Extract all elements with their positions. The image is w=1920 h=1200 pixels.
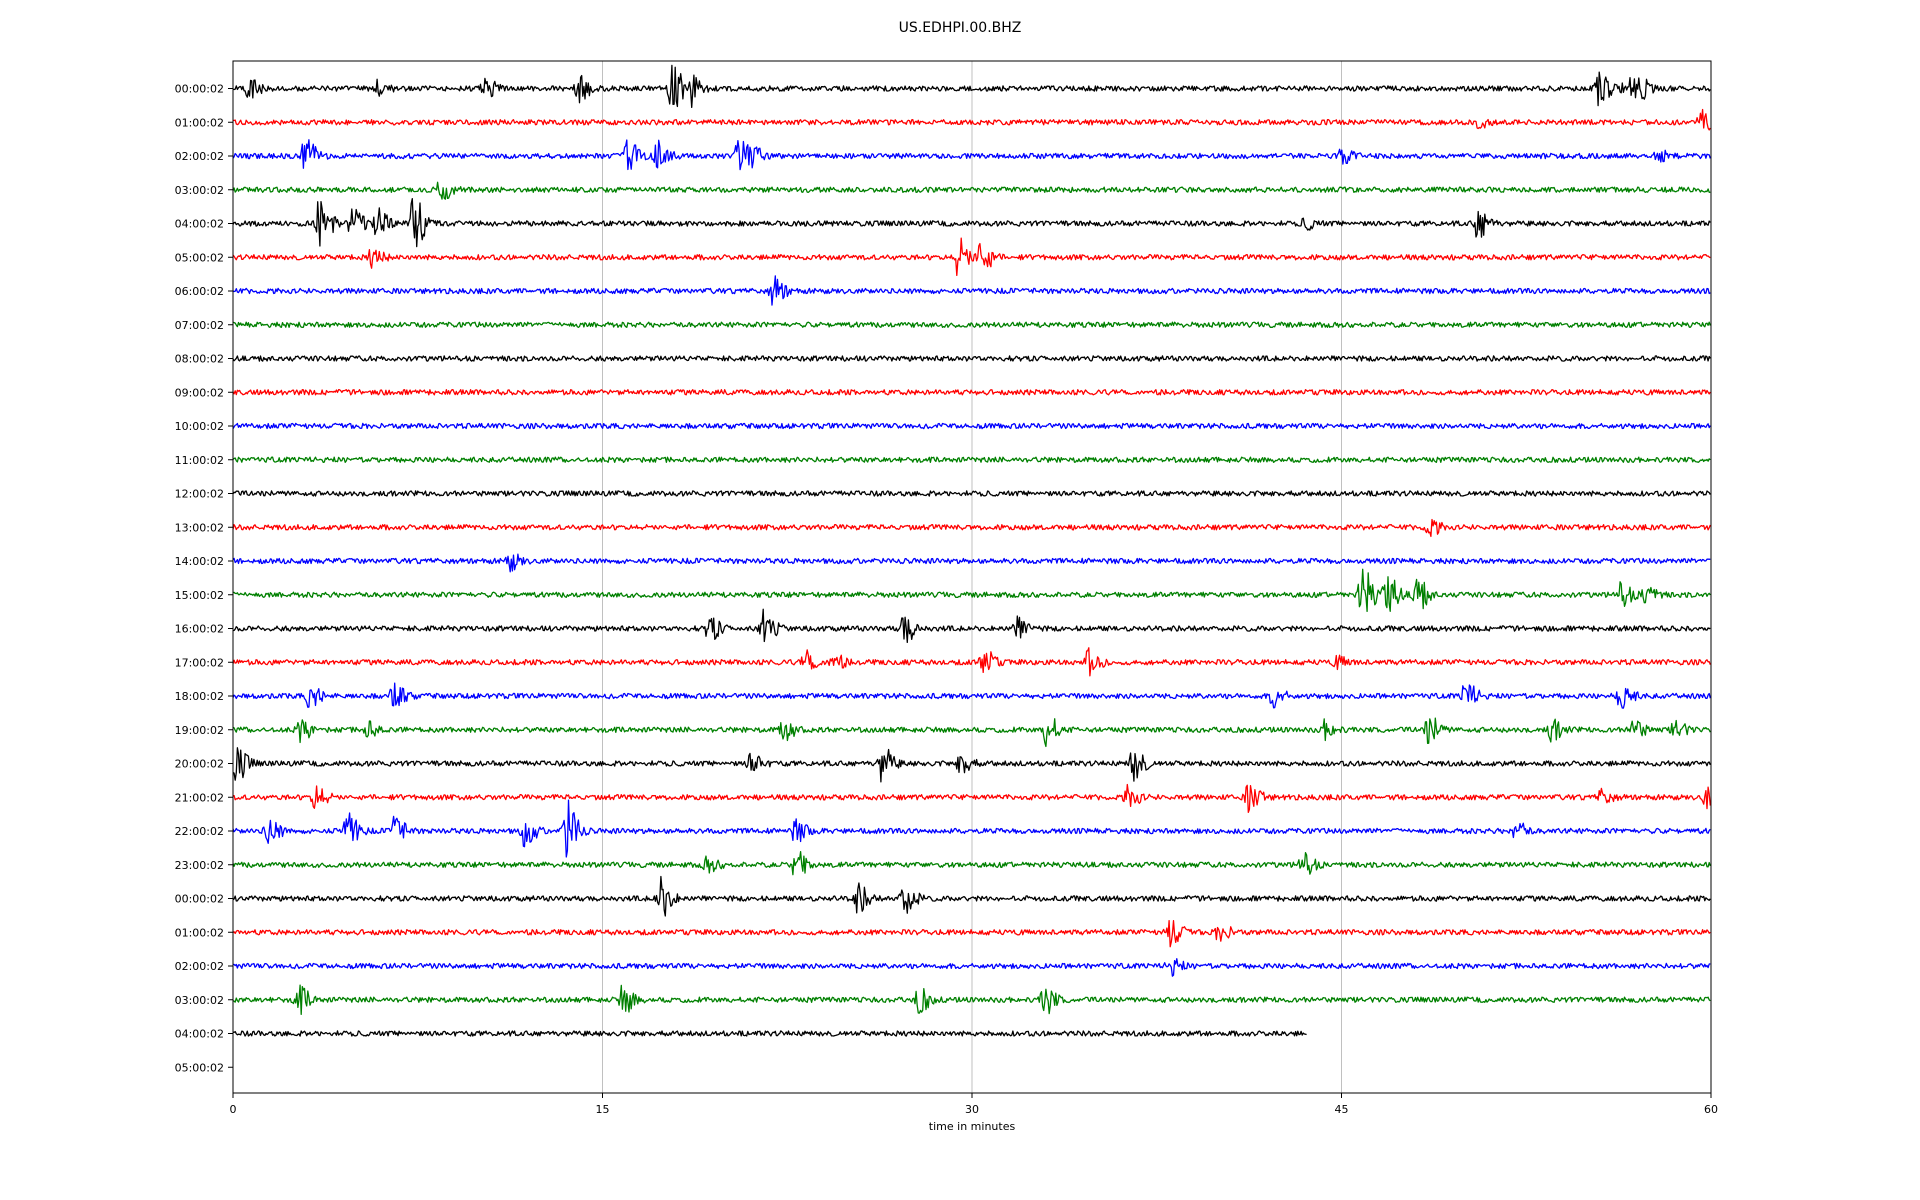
trace-line	[232, 456, 1711, 463]
y-tick-label: 23:00:02	[175, 859, 224, 872]
trace-series	[232, 64, 1711, 1037]
trace-line	[232, 717, 1711, 748]
y-tick-label: 02:00:02	[175, 960, 224, 973]
trace-line	[232, 389, 1711, 396]
chart-title: US.EDHPI.00.BHZ	[898, 20, 1022, 36]
y-tick-label: 21:00:02	[175, 791, 224, 804]
trace-line	[232, 875, 1711, 917]
trace-line	[232, 108, 1711, 131]
y-tick-label: 17:00:02	[175, 656, 224, 669]
y-tick-label: 14:00:02	[175, 555, 224, 568]
y-tick-label: 08:00:02	[175, 353, 224, 366]
y-tick-label: 01:00:02	[175, 926, 224, 939]
trace-line	[232, 321, 1711, 328]
y-tick-label: 07:00:02	[175, 319, 224, 332]
y-tick-label: 03:00:02	[175, 184, 224, 197]
y-tick-label: 03:00:02	[175, 994, 224, 1007]
trace-line	[232, 958, 1711, 977]
trace-line	[232, 237, 1711, 277]
x-axis-label: time in minutes	[929, 1120, 1016, 1133]
trace-line	[232, 647, 1711, 677]
trace-line	[232, 64, 1711, 109]
y-tick-label: 02:00:02	[175, 150, 224, 163]
trace-line	[232, 275, 1711, 306]
y-tick-label: 12:00:02	[175, 488, 224, 501]
trace-line	[232, 984, 1711, 1016]
trace-line	[232, 518, 1711, 538]
x-tick-label: 15	[596, 1103, 610, 1116]
grid-lines	[602, 61, 1342, 1093]
x-tick-label: 60	[1704, 1103, 1718, 1116]
y-tick-label: 04:00:02	[175, 218, 224, 231]
x-tick-label: 30	[965, 1103, 979, 1116]
y-tick-label: 22:00:02	[175, 825, 224, 838]
y-tick-label: 13:00:02	[175, 521, 224, 534]
y-tick-label: 05:00:02	[175, 1061, 224, 1074]
y-tick-label: 04:00:02	[175, 1028, 224, 1041]
y-tick-label: 15:00:02	[175, 589, 224, 602]
y-tick-label: 10:00:02	[175, 420, 224, 433]
trace-line	[232, 799, 1711, 858]
trace-line	[232, 568, 1711, 613]
trace-line	[232, 682, 1711, 709]
trace-line	[232, 851, 1711, 876]
trace-line	[232, 783, 1711, 814]
y-tick-label: 06:00:02	[175, 285, 224, 298]
x-tick-label: 0	[230, 1103, 237, 1116]
trace-line	[232, 355, 1711, 362]
y-tick-label: 19:00:02	[175, 724, 224, 737]
y-tick-label: 18:00:02	[175, 690, 224, 703]
trace-line	[232, 747, 1711, 783]
y-tick-label: 05:00:02	[175, 251, 224, 264]
y-tick-label: 16:00:02	[175, 623, 224, 636]
y-tick-label: 20:00:02	[175, 758, 224, 771]
y-tick-label: 01:00:02	[175, 116, 224, 129]
x-tick-labels: 0 15 30 45 60	[230, 1093, 1718, 1116]
y-tick-labels: 00:00:02 01:00:02 02:00:02 03:00:02 04:00:02…	[175, 83, 233, 1074]
trace-line	[232, 919, 1711, 948]
trace-line	[232, 608, 1711, 644]
trace-line	[232, 181, 1711, 200]
y-tick-label: 09:00:02	[175, 386, 224, 399]
trace-line	[232, 422, 1711, 430]
trace-line	[232, 1030, 1307, 1037]
y-tick-label: 00:00:02	[175, 893, 224, 906]
trace-line	[232, 490, 1711, 497]
y-tick-label: 11:00:02	[175, 454, 224, 467]
trace-line	[232, 197, 1711, 248]
x-tick-label: 45	[1335, 1103, 1349, 1116]
trace-line	[232, 553, 1711, 573]
trace-line	[232, 139, 1711, 171]
y-tick-label: 00:00:02	[175, 83, 224, 96]
